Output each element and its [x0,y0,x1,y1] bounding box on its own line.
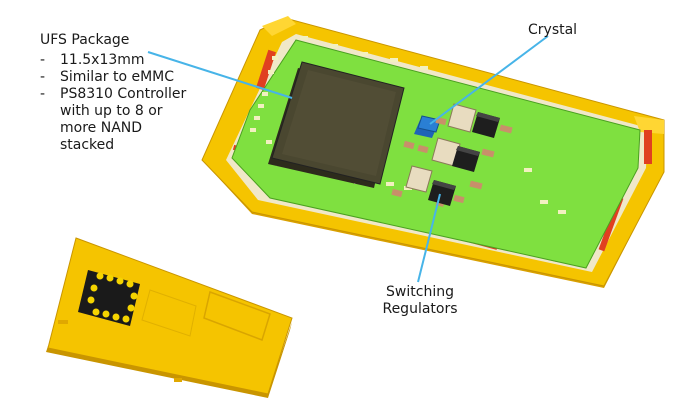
switching-regulators-line-2: Regulators [382,301,458,317]
callout-lines [147,35,549,283]
spec-item-similarity: - Similar to eMMC [40,69,175,85]
rim-contact-strip [644,130,652,164]
contact-dots [87,272,138,323]
crystal-component [414,115,441,138]
rim-contact-strip [598,196,624,252]
callout-switching-regulators [417,193,441,283]
spec-item-size: -11.5x13mm [40,52,145,68]
switching-regulators-line-1: Switching [386,284,454,300]
switching-regulator-ics [428,112,500,206]
card-recess [203,291,271,341]
closed-card-face [47,237,293,395]
tray-corner-tab [262,16,296,36]
ufs-package-chip [268,61,405,188]
card-notch [174,378,182,382]
card-recess [141,289,197,337]
ufs-package-spec-list: -11.5x13mm - Similar to eMMC - PS8310 Cont… [40,52,186,154]
pcb-pads [250,36,566,214]
rim-contact-strip [256,49,276,91]
callout-ufs-package [147,51,293,99]
callout-crystal [429,35,549,125]
chip-sheen [282,70,396,176]
tray-corner-tab [634,116,664,134]
spec-item-controller: - PS8310 Controller with up to 8 or more … [40,86,187,153]
closed-card [46,237,293,398]
card-notch [58,320,68,324]
switching-regulators-label: Switching Regulators [380,284,460,318]
closed-card-edge [46,322,292,398]
ufs-package-title: UFS Package [40,32,130,48]
crystal-label: Crystal [528,22,578,38]
